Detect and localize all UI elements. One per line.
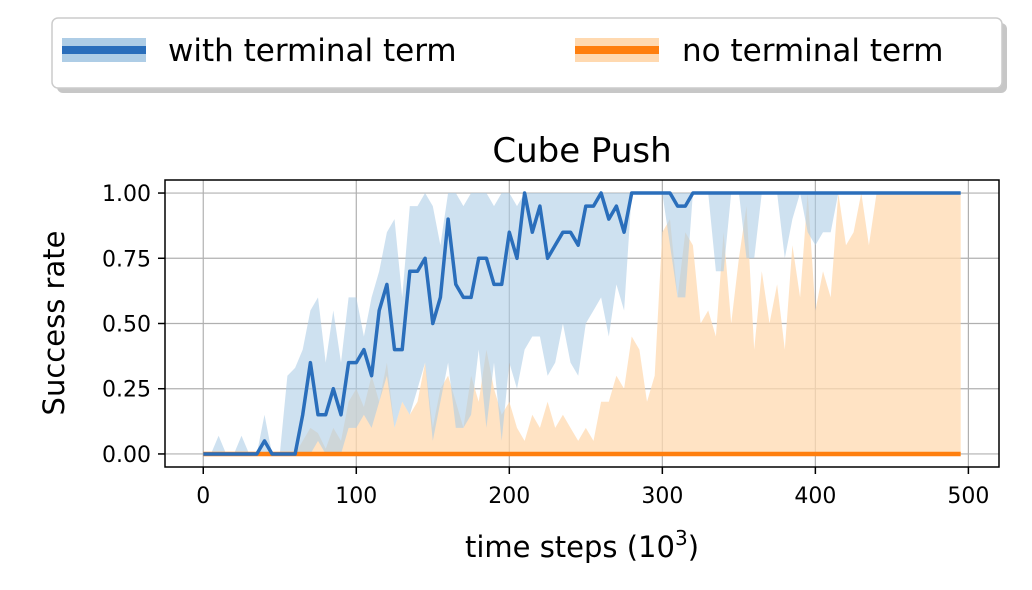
legend-label-no-terminal: no terminal term — [682, 33, 943, 69]
legend: with terminal term no terminal term — [51, 17, 1007, 93]
x-tick-label: 0 — [196, 484, 210, 509]
x-axis-label: time steps (103) — [465, 526, 699, 564]
x-tick-label: 400 — [794, 484, 836, 509]
confidence-band-no-terminal — [203, 193, 961, 454]
y-tick-label: 0.25 — [102, 378, 151, 403]
legend-box — [51, 17, 1003, 89]
y-tick-label: 0.75 — [102, 247, 151, 272]
axis-ticks: 0 100 200 300 400 500 0.00 0.25 0.50 0.75 1.00 — [102, 182, 989, 509]
y-tick-label: 1.00 — [102, 182, 151, 207]
legend-label-with-terminal: with terminal term — [168, 33, 457, 69]
y-axis-label: Success rate — [37, 231, 71, 416]
x-tick-label: 300 — [641, 484, 683, 509]
x-tick-label: 500 — [947, 484, 989, 509]
y-tick-label: 0.50 — [102, 313, 151, 338]
y-tick-label: 0.00 — [102, 443, 151, 468]
x-tick-label: 200 — [488, 484, 530, 509]
confidence-band-with-terminal — [203, 193, 961, 454]
chart-title: Cube Push — [492, 131, 671, 171]
x-axis-label-exponent: 3 — [675, 526, 688, 550]
series-line-with-terminal — [203, 191, 961, 456]
x-axis-label-suffix: ) — [688, 530, 699, 564]
confidence-bands — [203, 193, 961, 454]
x-tick-label: 100 — [335, 484, 377, 509]
x-axis-label-prefix: time steps (10 — [465, 530, 675, 564]
series-lines — [203, 191, 961, 457]
